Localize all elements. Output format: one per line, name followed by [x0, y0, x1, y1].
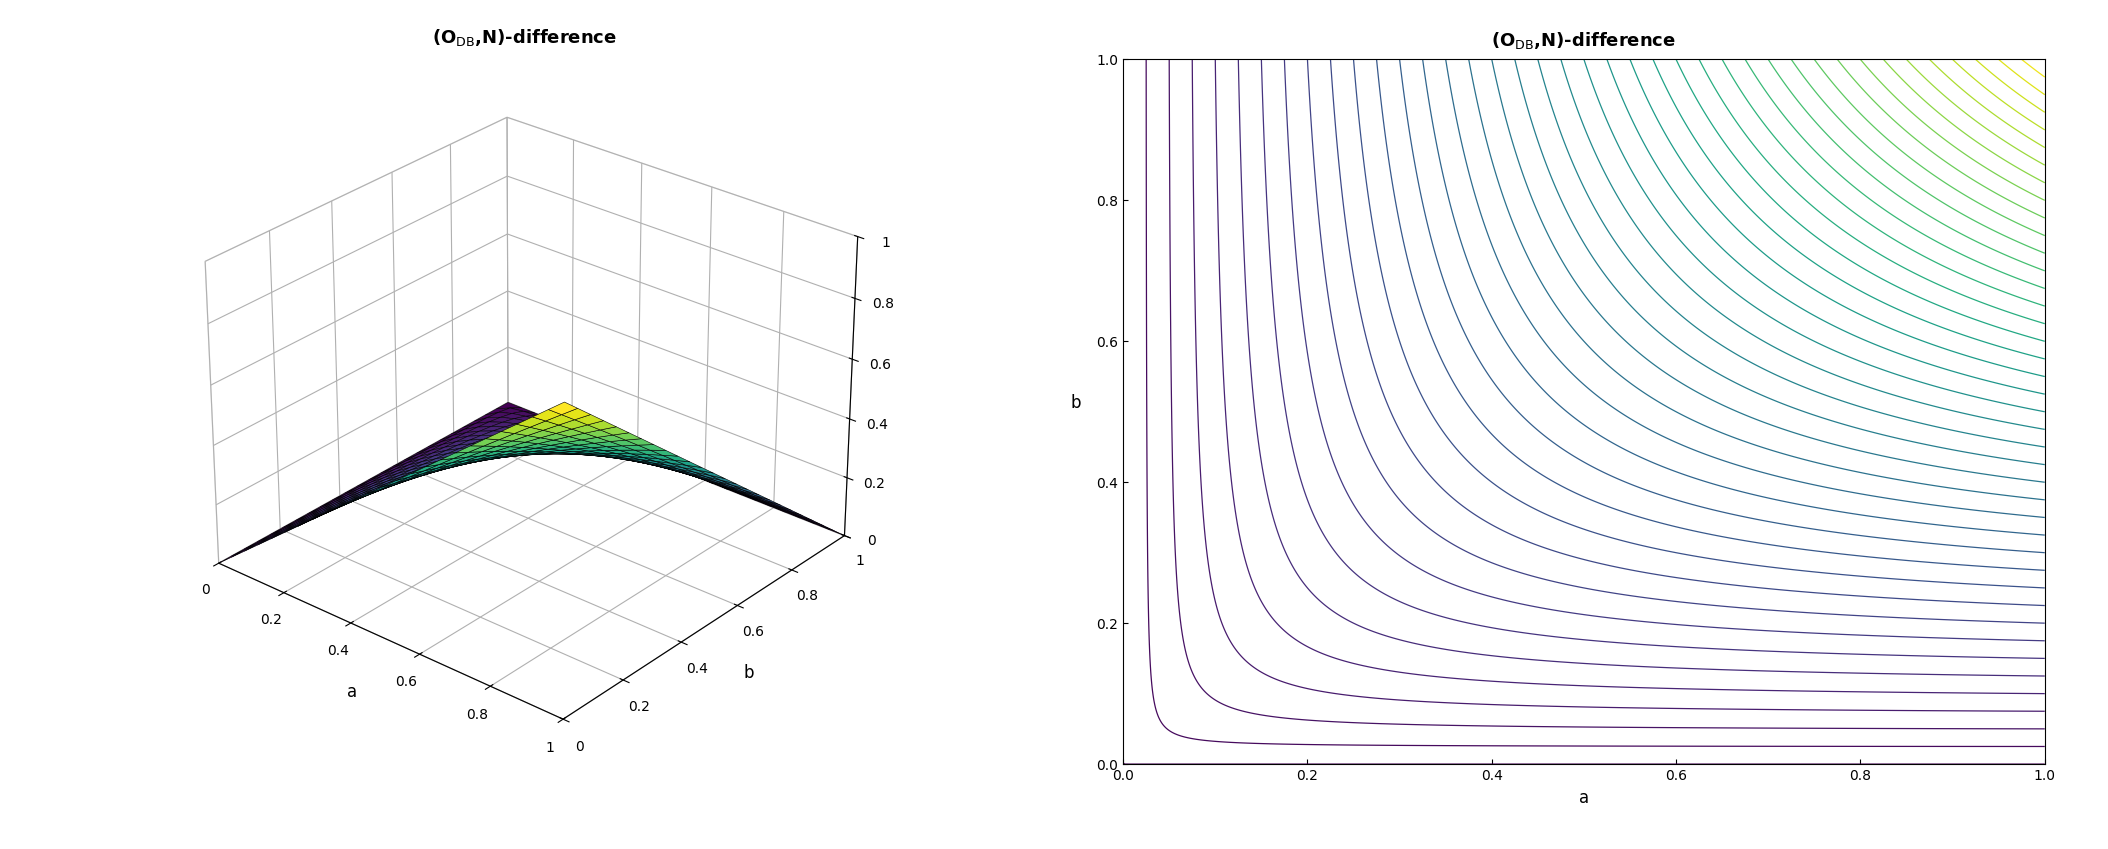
Y-axis label: b: b	[1071, 394, 1081, 412]
X-axis label: a: a	[1579, 789, 1589, 807]
X-axis label: a: a	[346, 683, 356, 700]
Title: (O$_\mathrm{DB}$,N)-difference: (O$_\mathrm{DB}$,N)-difference	[1492, 30, 1676, 51]
Y-axis label: b: b	[744, 664, 755, 682]
Title: (O$_\mathrm{DB}$,N)-difference: (O$_\mathrm{DB}$,N)-difference	[432, 27, 616, 48]
